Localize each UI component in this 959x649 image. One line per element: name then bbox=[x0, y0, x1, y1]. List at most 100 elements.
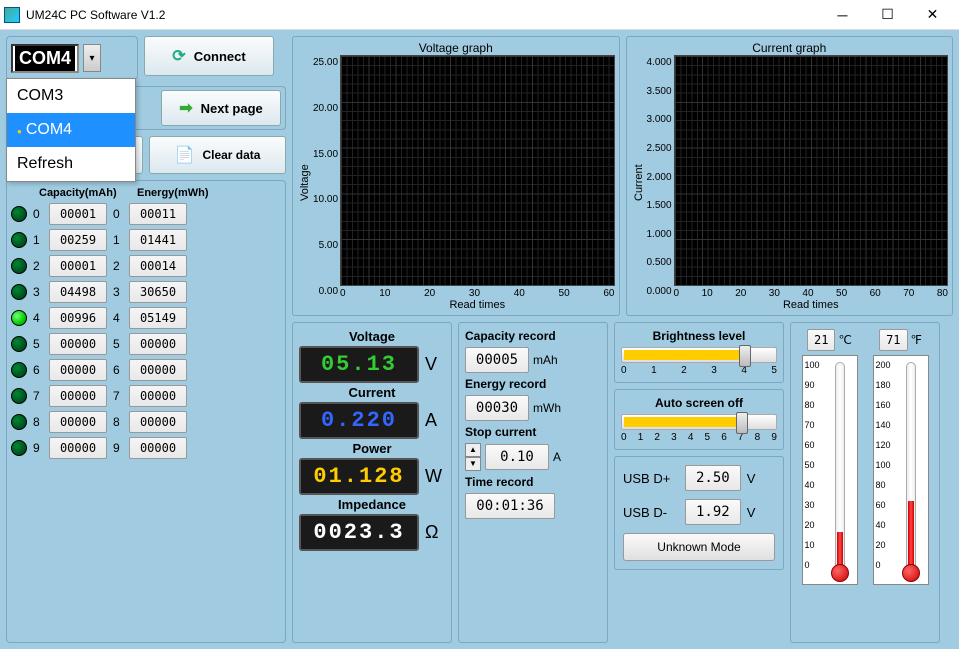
row-led-icon[interactable] bbox=[11, 440, 27, 456]
voltage-plot-area bbox=[340, 55, 614, 286]
power-label: Power bbox=[299, 441, 445, 456]
voltage-label: Voltage bbox=[299, 329, 445, 344]
row-led-icon[interactable] bbox=[11, 414, 27, 430]
brightness-slider[interactable] bbox=[621, 347, 777, 363]
spinner-up-icon[interactable]: ▲ bbox=[465, 443, 481, 457]
voltage-graph: Voltage graph Voltage 25.0020.0015.0010.… bbox=[292, 36, 620, 316]
capacity-record-label: Capacity record bbox=[465, 329, 601, 343]
spinner-down-icon[interactable]: ▼ bbox=[465, 457, 481, 471]
window-title: UM24C PC Software V1.2 bbox=[26, 8, 820, 22]
stop-current-value[interactable]: 0.10 bbox=[485, 444, 549, 470]
table-row: 304498330650 bbox=[11, 281, 281, 303]
dropdown-item-com4[interactable]: COM4 bbox=[7, 113, 135, 147]
capacity-cell: 00259 bbox=[49, 229, 107, 251]
row-led-icon[interactable] bbox=[11, 362, 27, 378]
usb-dm-unit: V bbox=[747, 505, 756, 520]
screenoff-label: Auto screen off bbox=[621, 396, 777, 410]
capacity-cell: 00001 bbox=[49, 203, 107, 225]
table-row: 500000500000 bbox=[11, 333, 281, 355]
screenoff-fill bbox=[624, 417, 744, 427]
row-index: 2 bbox=[113, 259, 123, 273]
screenoff-thumb[interactable] bbox=[736, 412, 748, 434]
table-row: 900000900000 bbox=[11, 437, 281, 459]
table-row: 400996405149 bbox=[11, 307, 281, 329]
voltage-unit: V bbox=[425, 354, 445, 375]
voltage-graph-title: Voltage graph bbox=[297, 41, 615, 55]
comport-value: COM4 bbox=[15, 46, 75, 71]
energy-cell: 00000 bbox=[129, 411, 187, 433]
row-led-icon[interactable] bbox=[11, 284, 27, 300]
current-yticks: 4.0003.5003.0002.5002.0001.5001.0000.500… bbox=[647, 55, 674, 311]
next-page-label: Next page bbox=[201, 101, 263, 116]
row-index: 6 bbox=[113, 363, 123, 377]
current-xticks: 01020304050607080 bbox=[674, 286, 948, 299]
close-button[interactable]: ✕ bbox=[910, 1, 955, 29]
row-led-icon[interactable] bbox=[11, 336, 27, 352]
row-index: 9 bbox=[113, 441, 123, 455]
app-icon bbox=[4, 7, 20, 23]
current-xlabel: Read times bbox=[674, 299, 948, 311]
usb-dm-value: 1.92 bbox=[685, 499, 741, 525]
row-index: 2 bbox=[33, 259, 43, 273]
row-index: 5 bbox=[113, 337, 123, 351]
brightness-thumb[interactable] bbox=[739, 345, 751, 367]
current-lcd: 0.220 bbox=[299, 402, 419, 439]
maximize-button[interactable]: ☐ bbox=[865, 1, 910, 29]
dropdown-item-refresh[interactable]: Refresh bbox=[7, 147, 135, 181]
table-header: Capacity(mAh) Energy(mWh) bbox=[11, 187, 281, 199]
energy-record-label: Energy record bbox=[465, 377, 601, 391]
table-row: 600000600000 bbox=[11, 359, 281, 381]
clear-data-button[interactable]: 📄 Clear data bbox=[149, 136, 286, 174]
capacity-record-value: 00005 bbox=[465, 347, 529, 373]
stop-current-spinner[interactable]: ▲ ▼ bbox=[465, 443, 481, 471]
row-index: 4 bbox=[33, 311, 43, 325]
impedance-unit: Ω bbox=[425, 522, 445, 543]
measurements-panel: Voltage 05.13 V Current 0.220 A Power 01… bbox=[292, 322, 452, 643]
fahrenheit-thermometer: 200180160140120100806040200 bbox=[873, 355, 929, 585]
row-index: 1 bbox=[33, 233, 43, 247]
comport-panel: COM4 ▾ bbox=[6, 36, 138, 80]
document-icon: 📄 bbox=[175, 145, 195, 165]
capacity-cell: 00000 bbox=[49, 411, 107, 433]
impedance-lcd: 0023.3 bbox=[299, 514, 419, 551]
fahrenheit-unit: ℉ bbox=[911, 333, 922, 347]
energy-cell: 00000 bbox=[129, 359, 187, 381]
capacity-cell: 00000 bbox=[49, 437, 107, 459]
row-led-icon[interactable] bbox=[11, 206, 27, 222]
table-row: 800000800000 bbox=[11, 411, 281, 433]
usb-dp-value: 2.50 bbox=[685, 465, 741, 491]
capacity-cell: 04498 bbox=[49, 281, 107, 303]
table-row: 200001200014 bbox=[11, 255, 281, 277]
comport-select[interactable]: COM4 bbox=[11, 44, 79, 73]
connect-button[interactable]: ⟳ Connect bbox=[144, 36, 274, 76]
row-led-icon[interactable] bbox=[11, 388, 27, 404]
minimize-button[interactable]: ─ bbox=[820, 1, 865, 29]
capacity-cell: 00000 bbox=[49, 385, 107, 407]
usb-mode-button[interactable]: Unknown Mode bbox=[623, 533, 775, 561]
power-unit: W bbox=[425, 466, 445, 487]
voltage-xticks: 0102030405060 bbox=[340, 286, 614, 299]
energy-cell: 05149 bbox=[129, 307, 187, 329]
row-led-icon[interactable] bbox=[11, 258, 27, 274]
usb-dp-unit: V bbox=[747, 471, 756, 486]
row-led-icon[interactable] bbox=[11, 310, 27, 326]
screenoff-slider[interactable] bbox=[621, 414, 777, 430]
current-unit: A bbox=[425, 410, 445, 431]
row-led-icon[interactable] bbox=[11, 232, 27, 248]
energy-cell: 00011 bbox=[129, 203, 187, 225]
fahrenheit-value: 71 bbox=[879, 329, 907, 351]
chevron-down-icon[interactable]: ▾ bbox=[83, 44, 101, 72]
current-graph-title: Current graph bbox=[631, 41, 949, 55]
next-page-button[interactable]: ➡ Next page bbox=[161, 90, 281, 126]
capacity-cell: 00000 bbox=[49, 333, 107, 355]
col-capacity: Capacity(mAh) bbox=[39, 187, 109, 199]
dropdown-item-com3[interactable]: COM3 bbox=[7, 79, 135, 113]
energy-cell: 00014 bbox=[129, 255, 187, 277]
usb-dp-label: USB D+ bbox=[623, 471, 679, 486]
celsius-value: 21 bbox=[807, 329, 835, 351]
power-lcd: 01.128 bbox=[299, 458, 419, 495]
row-index: 0 bbox=[113, 207, 123, 221]
energy-record-value: 00030 bbox=[465, 395, 529, 421]
row-index: 4 bbox=[113, 311, 123, 325]
table-body: 0000010000111002591014412000012000143044… bbox=[11, 203, 281, 459]
